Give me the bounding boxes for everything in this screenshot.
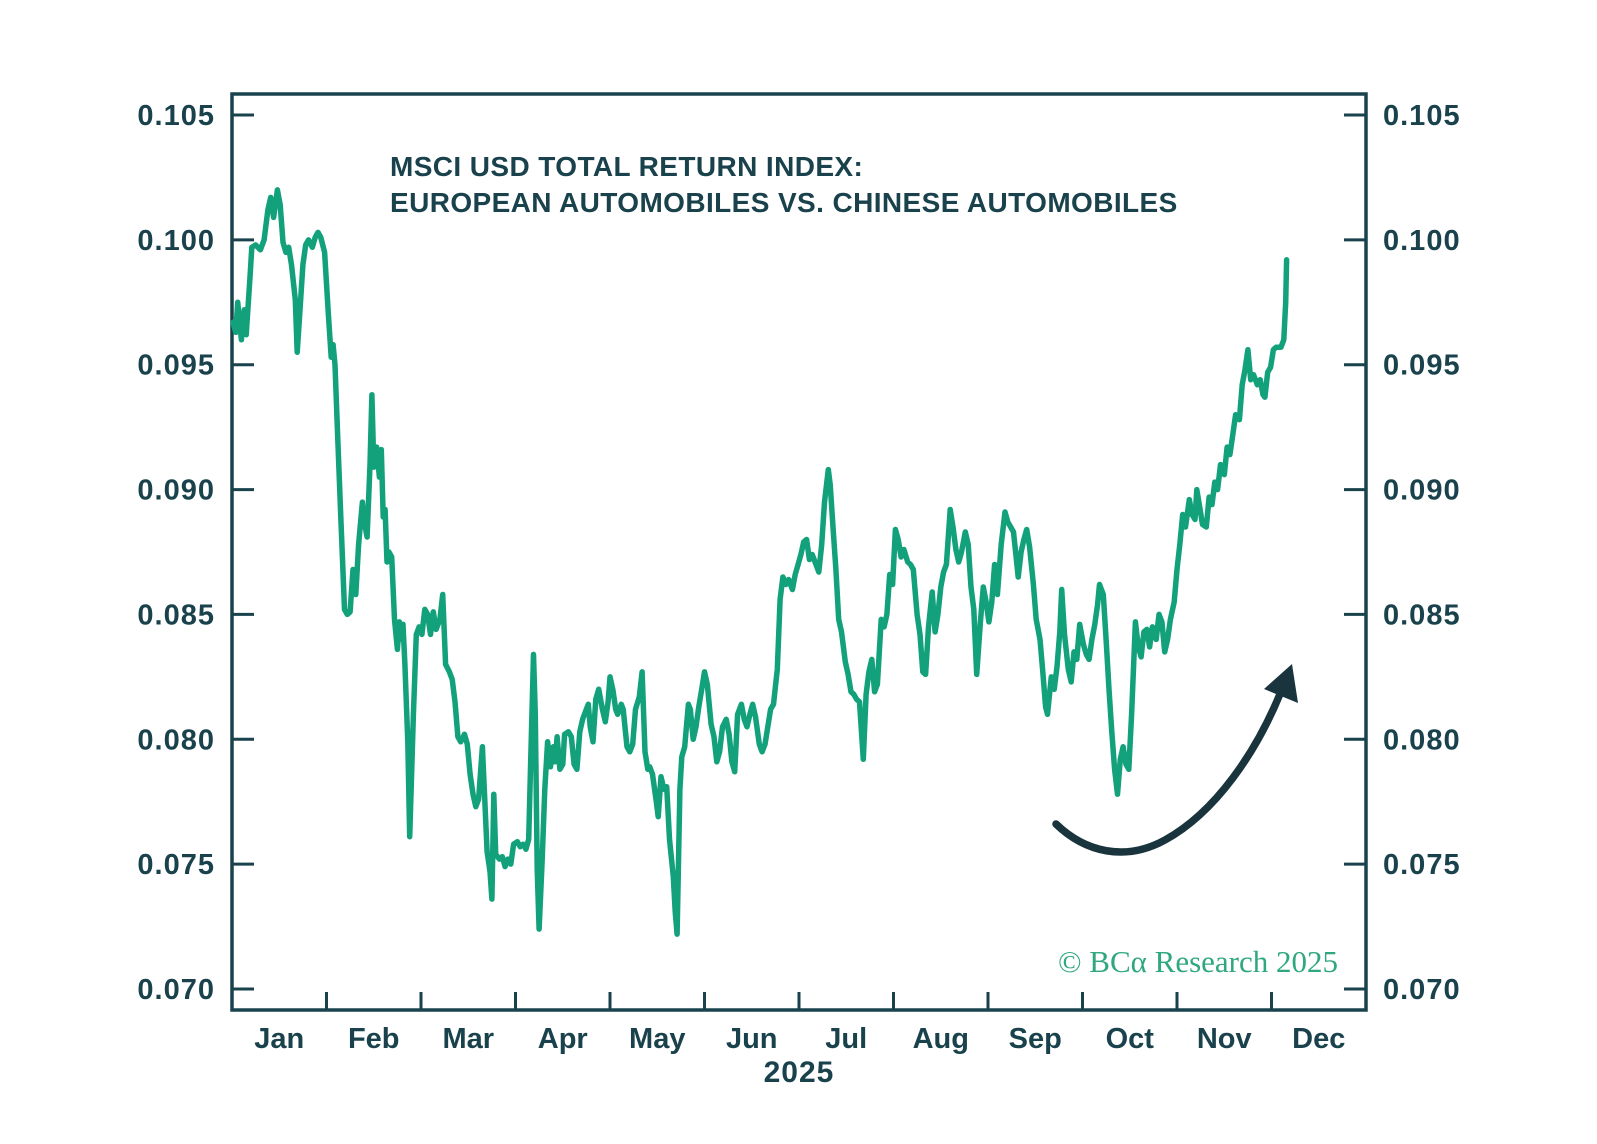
y-axis-label-left: 0.075 — [137, 849, 215, 881]
x-axis-label-dec: Dec — [1292, 1023, 1345, 1055]
y-axis-label-left: 0.080 — [137, 724, 215, 756]
chart-title-line1: MSCI USD TOTAL RETURN INDEX: — [390, 151, 864, 182]
x-axis-label-aug: Aug — [913, 1023, 969, 1055]
x-axis-label-sep: Sep — [1009, 1023, 1062, 1055]
y-axis-label-right: 0.070 — [1383, 974, 1461, 1006]
y-axis-label-left: 0.090 — [137, 475, 215, 507]
chart-title-line2: EUROPEAN AUTOMOBILES VS. CHINESE AUTOMOB… — [390, 187, 1178, 218]
trend-arrow-curve — [1052, 690, 1284, 856]
chart-title: MSCI USD TOTAL RETURN INDEX: EUROPEAN AU… — [390, 149, 1178, 221]
y-axis-label-right: 0.090 — [1383, 475, 1461, 507]
y-axis-label-right: 0.095 — [1383, 350, 1461, 382]
y-axis-label-right: 0.085 — [1383, 599, 1461, 631]
y-axis-label-right: 0.105 — [1383, 100, 1461, 132]
x-axis-label-nov: Nov — [1197, 1023, 1252, 1055]
x-axis-label-apr: Apr — [538, 1023, 588, 1055]
price-line — [230, 187, 1290, 937]
x-axis-label-jun: Jun — [726, 1023, 778, 1055]
y-axis-label-left: 0.095 — [137, 350, 215, 382]
bca-research-watermark: © BCα Research 2025 — [1058, 944, 1338, 979]
y-axis-label-left: 0.085 — [137, 599, 215, 631]
x-axis-label-jan: Jan — [254, 1023, 304, 1055]
x-axis-label-jul: Jul — [825, 1023, 867, 1055]
x-axis-label-mar: Mar — [442, 1023, 494, 1055]
x-axis-label-feb: Feb — [348, 1023, 400, 1055]
x-axis-year-label: 2025 — [763, 1056, 835, 1089]
y-axis-label-left: 0.105 — [137, 100, 215, 132]
y-axis-label-left: 0.070 — [137, 974, 215, 1006]
y-axis-label-right: 0.100 — [1383, 225, 1461, 257]
y-axis-label-left: 0.100 — [137, 225, 215, 257]
y-axis-label-right: 0.075 — [1383, 849, 1461, 881]
x-axis-label-may: May — [629, 1023, 685, 1055]
trend-arrow-head-icon — [1264, 664, 1298, 703]
y-axis-label-right: 0.080 — [1383, 724, 1461, 756]
x-axis-label-oct: Oct — [1106, 1023, 1155, 1055]
